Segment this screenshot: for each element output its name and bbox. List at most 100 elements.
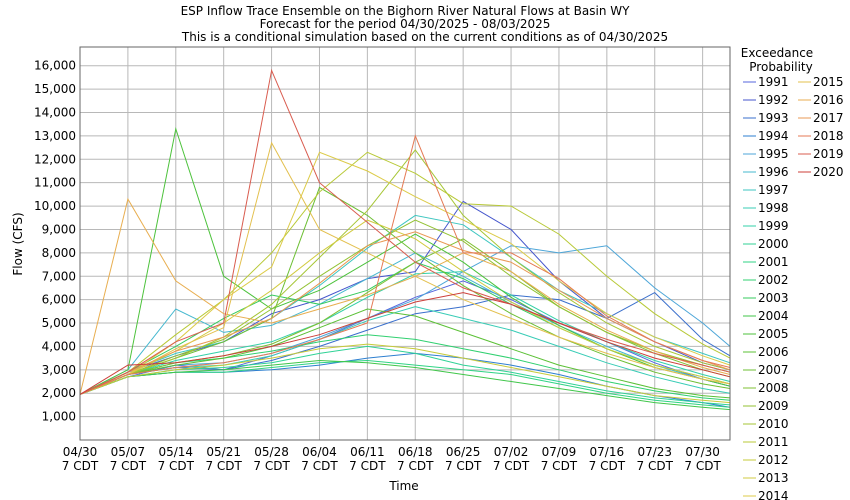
- trace-2000: [79, 345, 731, 406]
- legend-item-2011: 2011: [743, 435, 789, 449]
- legend-item-2001: 2001: [743, 255, 789, 269]
- x-tick-time: 7 CDT: [445, 459, 482, 473]
- legend-item-2017: 2017: [798, 111, 844, 125]
- trace-2014: [79, 151, 731, 395]
- legend-label: 2018: [813, 129, 844, 143]
- x-tick-time: 7 CDT: [493, 459, 530, 473]
- x-tick-date: 06/25: [446, 445, 481, 459]
- trace-2019: [79, 68, 731, 395]
- x-tick-date: 07/16: [590, 445, 625, 459]
- legend-item-2009: 2009: [743, 399, 789, 413]
- legend-item-2004: 2004: [743, 309, 789, 323]
- x-tick-date: 05/07: [111, 445, 146, 459]
- legend-item-2007: 2007: [743, 363, 789, 377]
- legend-item-1996: 1996: [743, 165, 789, 179]
- legend-label: 2003: [758, 291, 789, 305]
- trace-2016: [79, 197, 731, 395]
- legend-item-2020: 2020: [798, 165, 844, 179]
- legend-item-1998: 1998: [743, 201, 789, 215]
- plot-border: [79, 46, 731, 441]
- trace-2017: [79, 231, 731, 395]
- trace-2018: [79, 134, 731, 395]
- legend-label: 2017: [813, 111, 844, 125]
- legend-label: 2010: [758, 417, 789, 431]
- x-tick-time: 7 CDT: [589, 459, 626, 473]
- y-tick-label: 13,000: [34, 129, 76, 143]
- legend-label: 2020: [813, 165, 844, 179]
- y-tick-label: 15,000: [34, 82, 76, 96]
- x-tick-date: 07/23: [637, 445, 672, 459]
- legend-item-1993: 1993: [743, 111, 789, 125]
- chart-subtitle-period: Forecast for the period 04/30/2025 - 08/…: [260, 17, 551, 31]
- x-tick-time: 7 CDT: [397, 459, 434, 473]
- legend-item-1995: 1995: [743, 147, 789, 161]
- legend-item-2010: 2010: [743, 417, 789, 431]
- trace-lines: [79, 68, 731, 411]
- y-tick-label: 8,000: [42, 246, 76, 260]
- x-tick-time: 7 CDT: [158, 459, 195, 473]
- legend-item-2018: 2018: [798, 129, 844, 143]
- legend-title-probability: Probability: [749, 60, 812, 74]
- legend-label: 1993: [758, 111, 789, 125]
- legend-label: 2016: [813, 93, 844, 107]
- y-tick-label: 1,000: [42, 410, 76, 424]
- trace-1999: [79, 271, 731, 395]
- trace-2012: [79, 343, 731, 404]
- x-tick-date: 05/14: [158, 445, 193, 459]
- y-tick-label: 11,000: [34, 176, 76, 190]
- trace-2010: [79, 149, 731, 395]
- y-tick-label: 10,000: [34, 199, 76, 213]
- legend-item-1992: 1992: [743, 93, 789, 107]
- x-tick-time: 7 CDT: [205, 459, 242, 473]
- x-tick-date: 06/11: [350, 445, 385, 459]
- y-axis-label: Flow (CFS): [11, 212, 25, 275]
- x-tick-date: 04/30: [63, 445, 98, 459]
- x-tick-date: 06/18: [398, 445, 433, 459]
- legend-item-1991: 1991: [743, 75, 789, 89]
- chart-subtitle-conditions: This is a conditional simulation based o…: [181, 30, 668, 44]
- y-tick-label: 7,000: [42, 269, 76, 283]
- trace-2002: [79, 334, 731, 401]
- legend-label: 1997: [758, 183, 789, 197]
- trace-2011: [79, 151, 731, 395]
- legend-label: 2002: [758, 273, 789, 287]
- x-tick-time: 7 CDT: [110, 459, 147, 473]
- x-tick-time: 7 CDT: [62, 459, 99, 473]
- plot-area: [80, 47, 730, 440]
- legend-label: 1999: [758, 219, 789, 233]
- x-tick-date: 07/30: [685, 445, 720, 459]
- legend-item-2006: 2006: [743, 345, 789, 359]
- trace-2007: [79, 186, 731, 395]
- legend-item-2014: 2014: [743, 489, 789, 500]
- x-tick-time: 7 CDT: [684, 459, 721, 473]
- x-tick-time: 7 CDT: [637, 459, 674, 473]
- y-tick-label: 6,000: [42, 293, 76, 307]
- legend-item-2013: 2013: [743, 471, 789, 485]
- grid-lines: [79, 47, 730, 440]
- legend-label: 1998: [758, 201, 789, 215]
- trace-2001: [79, 359, 731, 408]
- legend-label: 2011: [758, 435, 789, 449]
- legend-item-2002: 2002: [743, 273, 789, 287]
- legend-label: 2005: [758, 327, 789, 341]
- trace-2004: [79, 359, 731, 411]
- y-tick-label: 5,000: [42, 316, 76, 330]
- legend-item-2019: 2019: [798, 147, 844, 161]
- x-tick-time: 7 CDT: [301, 459, 338, 473]
- legend-label: 1994: [758, 129, 789, 143]
- legend-label: 1992: [758, 93, 789, 107]
- x-tick-date: 05/28: [254, 445, 289, 459]
- legend-label: 2008: [758, 381, 789, 395]
- x-tick-date: 06/04: [302, 445, 337, 459]
- legend-label: 1995: [758, 147, 789, 161]
- x-tick-time: 7 CDT: [349, 459, 386, 473]
- legend-item-1994: 1994: [743, 129, 789, 143]
- legend-label: 2004: [758, 309, 789, 323]
- legend-label: 2012: [758, 453, 789, 467]
- legend-label: 2014: [758, 489, 789, 500]
- x-tick-date: 07/02: [494, 445, 529, 459]
- legend-label: 2006: [758, 345, 789, 359]
- trace-2006: [79, 308, 731, 399]
- y-tick-label: 12,000: [34, 152, 76, 166]
- trace-2020: [79, 292, 731, 395]
